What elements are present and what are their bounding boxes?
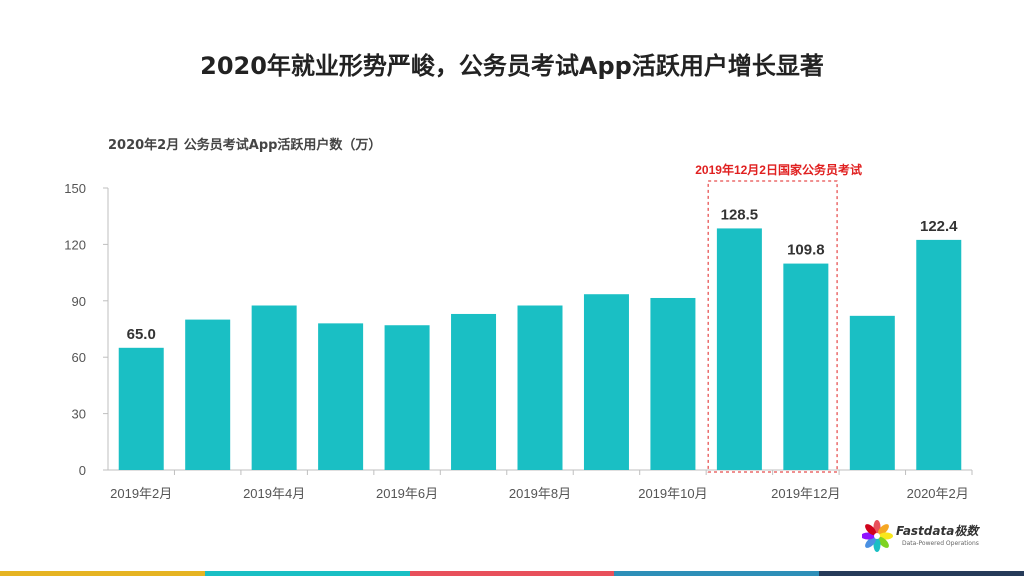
data-label: 109.8	[787, 242, 825, 259]
bar	[517, 305, 563, 470]
data-label: 65.0	[127, 326, 156, 343]
y-tick-label: 60	[72, 350, 86, 365]
bar	[916, 239, 962, 470]
bar	[185, 319, 231, 470]
footer-color-bar	[0, 571, 1024, 576]
logo-name: Fastdata极数	[896, 524, 979, 538]
bar	[716, 228, 762, 470]
footer-color-segment	[0, 571, 205, 576]
footer-color-segment	[614, 571, 820, 576]
footer-color-segment	[204, 571, 410, 576]
y-tick-label: 90	[72, 294, 86, 309]
x-tick-label: 2019年2月	[110, 486, 172, 501]
bar	[251, 305, 297, 470]
chart-title: 2020年2月 公务员考试App活跃用户数（万）	[108, 138, 382, 153]
bar	[118, 347, 164, 470]
x-tick-label: 2019年4月	[243, 486, 305, 501]
annotation-label: 2019年12月2日国家公务员考试	[695, 162, 862, 177]
bar	[849, 315, 895, 470]
y-tick-label: 0	[79, 463, 86, 478]
bar	[384, 325, 430, 470]
bar	[583, 294, 629, 470]
flower-logo-icon	[861, 520, 893, 552]
logo-tagline: Data-Powered Operations	[902, 540, 979, 547]
footer-color-segment	[409, 571, 615, 576]
bar	[783, 263, 829, 470]
x-tick-label: 2019年10月	[638, 486, 707, 501]
x-tick-label: 2019年8月	[509, 486, 571, 501]
page-title: 2020年就业形势严峻，公务员考试App活跃用户增长显著	[200, 52, 824, 80]
y-tick-label: 30	[72, 407, 86, 422]
y-tick-label: 120	[64, 237, 86, 252]
bar	[318, 323, 364, 470]
x-tick-label: 2020年2月	[907, 486, 969, 501]
footer-color-segment	[819, 571, 1024, 576]
data-label: 122.4	[920, 218, 958, 235]
y-tick-label: 150	[64, 181, 86, 196]
bar	[451, 313, 497, 470]
bar	[650, 297, 696, 470]
fastdata-logo: Fastdata极数 Data-Powered Operations	[861, 516, 1002, 556]
x-tick-label: 2019年12月	[771, 486, 840, 501]
x-tick-label: 2019年6月	[376, 486, 438, 501]
data-label: 128.5	[721, 206, 759, 223]
